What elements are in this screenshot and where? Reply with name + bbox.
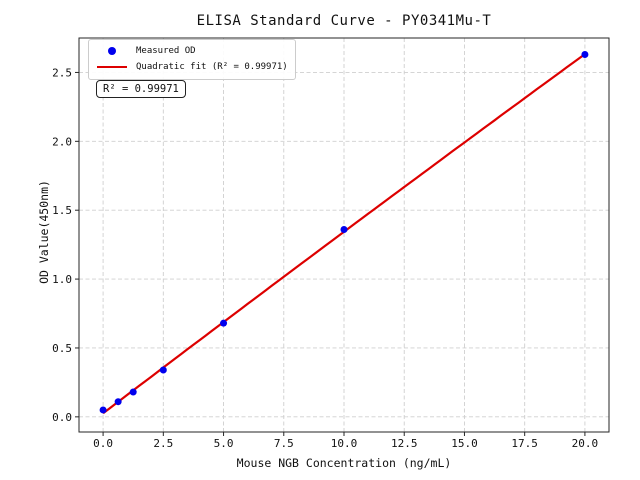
data-point xyxy=(159,366,167,374)
y-axis-label: OD Value(450nm) xyxy=(37,180,51,284)
y-tick-label: 0.5 xyxy=(52,342,72,355)
data-point xyxy=(340,225,348,233)
chart-title: ELISA Standard Curve - PY0341Mu-T xyxy=(196,13,492,29)
y-tick-label: 1.0 xyxy=(52,273,72,286)
x-tick-label: 2.5 xyxy=(153,437,173,450)
legend-label-measured-od: Measured OD xyxy=(136,46,196,56)
x-tick-label: 20.0 xyxy=(572,437,599,450)
y-tick-label: 2.0 xyxy=(52,135,72,148)
fit-line-icon xyxy=(97,65,127,69)
legend-item-measured-od: Measured OD xyxy=(96,43,288,59)
x-tick-label: 17.5 xyxy=(511,437,538,450)
x-tick-label: 12.5 xyxy=(391,437,418,450)
data-point xyxy=(220,319,228,327)
y-tick-label: 0.0 xyxy=(52,411,72,424)
r-squared-annotation: R² = 0.99971 xyxy=(96,80,186,98)
x-tick-label: 7.5 xyxy=(274,437,294,450)
legend-swatch xyxy=(96,65,128,69)
y-tick-label: 1.5 xyxy=(52,204,72,217)
x-tick-label: 5.0 xyxy=(214,437,234,450)
legend-swatch xyxy=(96,47,128,55)
scatter-marker-icon xyxy=(108,47,116,55)
data-point xyxy=(581,51,589,59)
x-tick-label: 0.0 xyxy=(93,437,113,450)
legend: Measured OD Quadratic fit (R² = 0.99971) xyxy=(88,39,296,80)
legend-label-quadratic-fit: Quadratic fit (R² = 0.99971) xyxy=(136,62,288,72)
x-axis-label: Mouse NGB Concentration (ng/mL) xyxy=(236,456,452,470)
data-point xyxy=(114,398,122,406)
x-tick-label: 10.0 xyxy=(331,437,358,450)
legend-item-quadratic-fit: Quadratic fit (R² = 0.99971) xyxy=(96,59,288,75)
data-point xyxy=(129,388,137,396)
data-point xyxy=(99,406,107,414)
x-tick-label: 15.0 xyxy=(451,437,478,450)
y-tick-label: 2.5 xyxy=(52,66,72,79)
